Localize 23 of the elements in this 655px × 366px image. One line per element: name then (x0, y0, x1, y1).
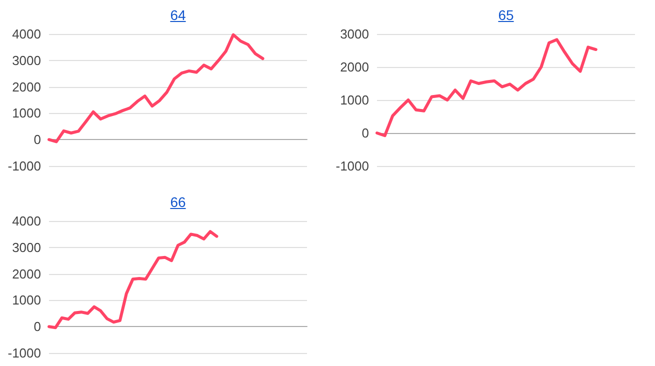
y-tick-label: 0 (34, 132, 41, 148)
y-tick-label: 1000 (12, 292, 41, 308)
chart-title: 64 (169, 7, 187, 23)
y-tick-label: -1000 (8, 346, 41, 360)
chart-title: 66 (169, 194, 187, 210)
y-tick-label: 2000 (340, 60, 369, 74)
line-series (48, 230, 218, 330)
y-tick-label: 1000 (340, 92, 369, 108)
chart-title: 65 (497, 7, 515, 23)
y-tick-label: -1000 (8, 158, 41, 174)
y-tick-label: 4000 (12, 26, 41, 42)
y-tick-label: 3000 (12, 52, 41, 68)
y-tick-label: 3000 (340, 26, 369, 42)
y-tick-label: -1000 (336, 158, 369, 174)
line-series (48, 33, 264, 144)
y-tick-label: 0 (34, 319, 41, 334)
line-series (376, 38, 598, 138)
y-tick-label: 2000 (12, 79, 41, 94)
y-tick-label: 3000 (12, 240, 41, 255)
y-tick-label: 1000 (12, 106, 41, 121)
y-tick-label: 2000 (12, 266, 41, 282)
y-tick-label: 0 (362, 126, 369, 140)
y-tick-label: 4000 (12, 214, 41, 228)
